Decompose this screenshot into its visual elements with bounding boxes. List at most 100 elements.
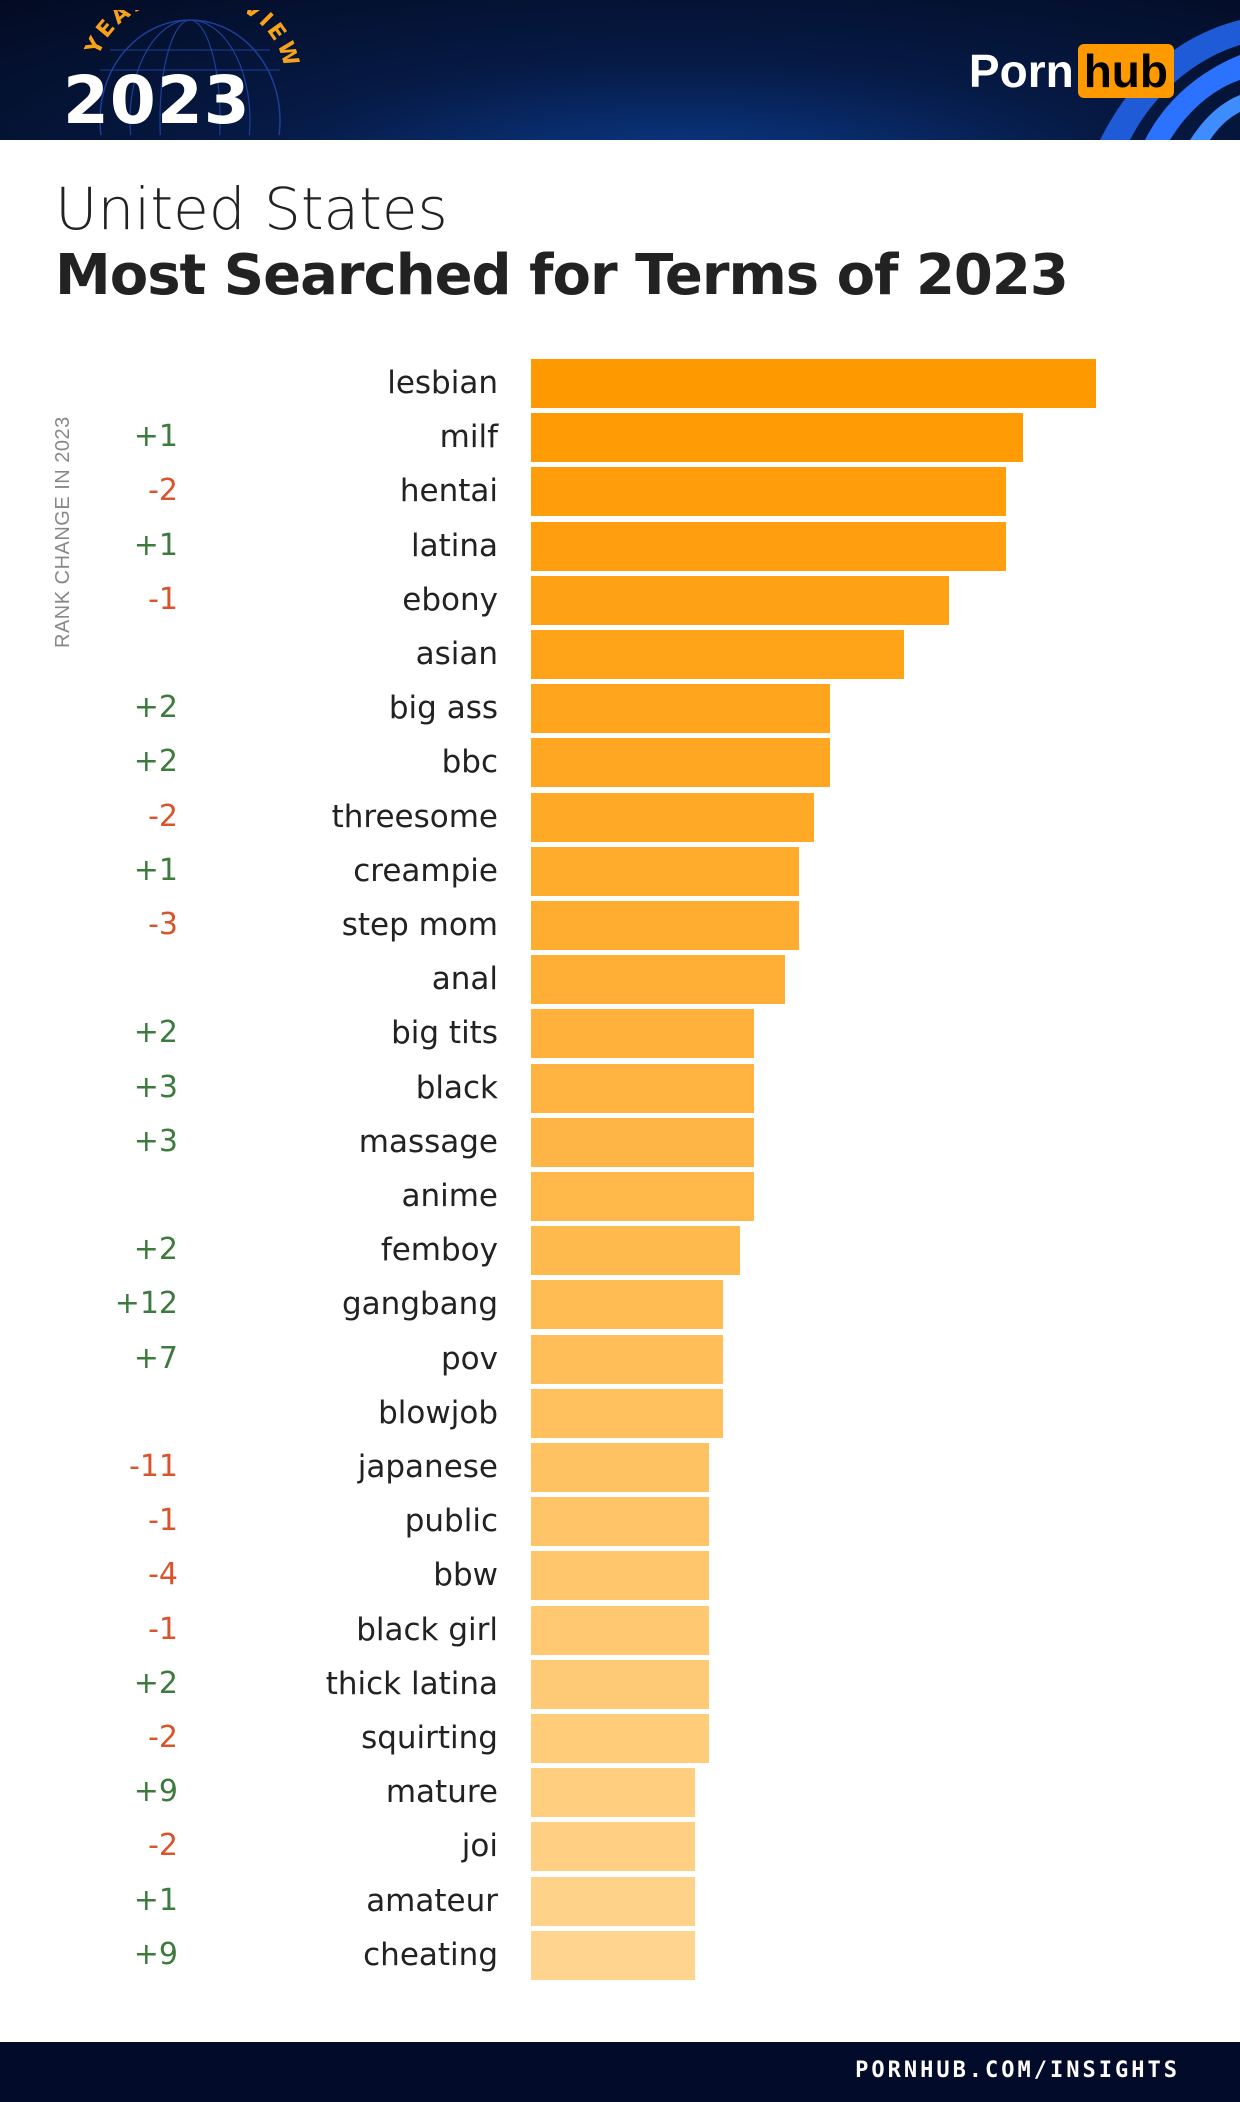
term-label: step mom	[341, 907, 498, 943]
term-label: black girl	[356, 1611, 498, 1648]
chart-row: -1 black girl	[0, 1605, 1240, 1655]
rank-change-label: +1	[133, 1882, 178, 1918]
year-label: 2023	[63, 62, 251, 139]
chart-row: +7 pov	[0, 1334, 1240, 1384]
chart-row: -2 threesome	[0, 792, 1240, 842]
chart-row: -2 joi	[0, 1822, 1240, 1872]
rank-change-label: -2	[148, 1828, 178, 1864]
rank-change-label: +2	[133, 1665, 178, 1701]
term-label: big tits	[391, 1015, 498, 1052]
term-label: anime	[401, 1178, 498, 1214]
rank-change-label: +2	[133, 744, 178, 780]
bar	[531, 1063, 755, 1113]
term-label: lesbian	[387, 365, 498, 401]
bar	[531, 1009, 755, 1059]
rank-change-label: -2	[148, 798, 178, 834]
term-label: femboy	[380, 1232, 498, 1269]
chart-row: anime	[0, 1172, 1240, 1221]
chart-row: anal	[0, 955, 1240, 1005]
chart-row: -1 public	[0, 1497, 1240, 1547]
bar	[531, 1605, 709, 1655]
term-label: thick latina	[325, 1665, 498, 1702]
chart-row: -2 hentai	[0, 467, 1240, 517]
term-label: anal	[431, 961, 498, 998]
bar	[531, 1930, 695, 1980]
rank-change-label: -4	[148, 1557, 178, 1593]
chart-row: +9 mature	[0, 1768, 1240, 1818]
chart-row: -3 step mom	[0, 901, 1240, 950]
chart-row: +1 milf	[0, 413, 1240, 463]
bar	[531, 467, 1006, 517]
chart-row: +2 femboy	[0, 1226, 1240, 1276]
rank-change-label: +1	[133, 852, 178, 888]
term-label: threesome	[331, 798, 498, 835]
bar	[531, 413, 1023, 463]
rank-change-label: +3	[133, 1123, 178, 1159]
chart-row: -11 japanese	[0, 1443, 1240, 1492]
chart-row: +9 cheating	[0, 1930, 1240, 1980]
term-label: bbc	[441, 744, 498, 781]
brand-right: hub	[1077, 44, 1174, 98]
term-label: joi	[461, 1828, 498, 1865]
bar	[531, 1280, 724, 1330]
rank-change-label: +12	[114, 1286, 178, 1322]
chart-row: +2 thick latina	[0, 1659, 1240, 1709]
term-label: massage	[358, 1123, 498, 1160]
bar	[531, 1443, 709, 1492]
chart-row: +2 bbc	[0, 738, 1240, 788]
term-label: amateur	[366, 1882, 498, 1919]
bar	[531, 359, 1096, 408]
bar	[531, 1714, 709, 1763]
rank-change-label: -2	[148, 473, 178, 509]
bar	[531, 1551, 709, 1601]
rank-change-label: +9	[133, 1936, 178, 1972]
term-label: japanese	[357, 1449, 498, 1485]
footer-url[interactable]: PORNHUB.COM/INSIGHTS	[855, 2058, 1180, 2083]
term-label: asian	[415, 636, 498, 672]
term-label: milf	[439, 419, 498, 456]
rank-change-label: -11	[129, 1449, 178, 1484]
bar	[531, 1388, 724, 1438]
term-label: hentai	[399, 473, 498, 510]
bar	[531, 1768, 695, 1818]
rank-change-label: +2	[133, 1015, 178, 1051]
chart-row: +2 big ass	[0, 684, 1240, 734]
rank-change-label: -2	[148, 1720, 178, 1755]
bar	[531, 1334, 724, 1384]
term-label: black	[415, 1069, 498, 1106]
header-banner: YEAR IN REVIEW 2023 Porn hub	[0, 0, 1240, 140]
chart-row: +2 big tits	[0, 1009, 1240, 1059]
chart-row: +3 massage	[0, 1117, 1240, 1167]
bar	[531, 901, 800, 950]
rank-change-label: +1	[133, 419, 178, 455]
year-in-review-logo: YEAR IN REVIEW 2023	[55, 10, 325, 139]
chart-row: lesbian	[0, 359, 1240, 408]
chart-row: asian	[0, 630, 1240, 679]
rank-change-label: -1	[148, 1503, 178, 1539]
bar	[531, 684, 831, 734]
rank-change-label: -3	[148, 907, 178, 942]
term-label: big ass	[388, 690, 498, 727]
bar	[531, 792, 814, 842]
term-label: pov	[441, 1340, 498, 1377]
term-label: blowjob	[378, 1394, 498, 1431]
chart-row: -2 squirting	[0, 1714, 1240, 1763]
term-label: latina	[410, 527, 498, 564]
chart-row: +1 latina	[0, 521, 1240, 571]
rank-change-label: -1	[148, 1611, 178, 1647]
footer: PORNHUB.COM/INSIGHTS	[0, 2042, 1240, 2102]
rank-change-label: +2	[133, 1232, 178, 1268]
bar	[531, 1226, 741, 1276]
rank-change-label: +9	[133, 1774, 178, 1810]
brand-left: Porn	[968, 45, 1074, 97]
bar	[531, 575, 950, 625]
term-label: gangbang	[342, 1286, 498, 1323]
chart-row: -4 bbw	[0, 1551, 1240, 1601]
rank-change-label: +1	[133, 527, 178, 563]
page-title: Most Searched for Terms of 2023	[55, 243, 1069, 308]
chart-row: +12 gangbang	[0, 1280, 1240, 1330]
bar	[531, 1497, 709, 1547]
chart-row: +1 creampie	[0, 846, 1240, 896]
rank-change-label: +3	[133, 1069, 178, 1105]
bar	[531, 1822, 695, 1872]
